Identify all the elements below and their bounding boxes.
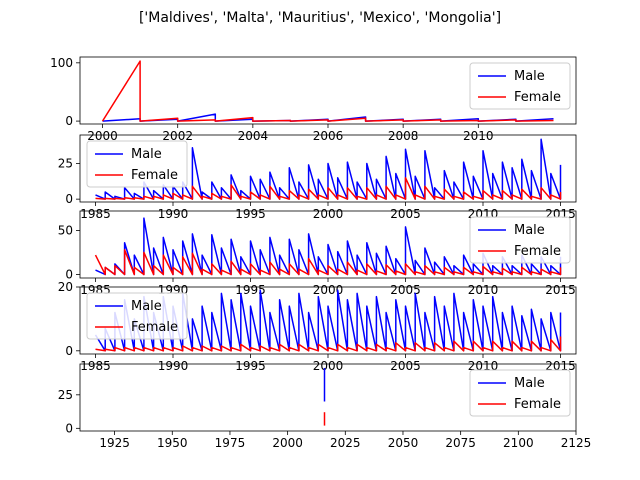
y-tick-label: 25 — [58, 157, 73, 171]
x-tick-label: 2075 — [445, 436, 476, 450]
x-tick-label: 2010 — [468, 283, 499, 297]
y-tick-label: 0 — [65, 421, 73, 435]
legend-label-male: Male — [131, 299, 162, 314]
x-tick-label: 2006 — [313, 129, 344, 143]
x-tick-label: 2010 — [463, 129, 494, 143]
x-tick-label: 1995 — [235, 207, 266, 221]
x-tick-label: 2002 — [162, 129, 193, 143]
x-tick-label: 1950 — [157, 436, 188, 450]
legend-label-male: Male — [131, 147, 162, 162]
axes-frame — [79, 363, 577, 432]
x-tick-label: 1925 — [99, 436, 130, 450]
series-line-female — [94, 249, 562, 276]
legend-label-female: Female — [131, 320, 178, 335]
series-line-female — [101, 60, 554, 122]
x-tick-label: 2008 — [388, 129, 419, 143]
x-tick-label: 1985 — [80, 359, 111, 373]
y-tick-label: 0 — [65, 267, 73, 281]
legend: Male Female — [469, 62, 571, 110]
x-tick-label: 2005 — [390, 207, 421, 221]
x-tick-label: 2050 — [388, 436, 419, 450]
legend: Male Female — [469, 369, 571, 417]
legend-label-male: Male — [514, 376, 545, 391]
x-tick-label: 2000 — [87, 129, 118, 143]
x-tick-label: 1990 — [158, 359, 189, 373]
x-tick-label: 2000 — [272, 436, 303, 450]
x-tick-label: 2015 — [545, 283, 576, 297]
legend: Male Female — [86, 140, 188, 188]
axes-panel-1: 2000 2002 2004 2006 2008 2010 0 100 Male Female — [50, 56, 577, 143]
legend-label-male: Male — [514, 69, 545, 84]
series-line-female — [95, 336, 562, 352]
x-tick-label: 2005 — [390, 283, 421, 297]
axes-panel-3: 1985 1990 1995 2000 2005 2010 2015 0 50 Male Femal… — [58, 210, 577, 297]
axes-panel-2: 1985 1990 1995 2000 2005 2010 2015025MaleFemal… — [58, 134, 577, 221]
series-line-female — [95, 177, 562, 200]
x-tick-label: 1990 — [158, 207, 189, 221]
x-tick-label: 1985 — [80, 207, 111, 221]
x-tick-label: 2100 — [503, 436, 534, 450]
x-tick-label: 2000 — [313, 283, 344, 297]
y-tick-label: 100 — [50, 56, 73, 70]
y-tick-label: 0 — [65, 114, 73, 128]
legend-label-female: Female — [131, 168, 178, 183]
legend-label-male: Male — [514, 223, 545, 238]
y-tick-label: 20 — [58, 280, 73, 294]
axes-panel-5: 1925 1950 1975 2000 2025 2050 2075 2100 2125 0 25 M… — [58, 363, 592, 450]
x-tick-label: 2000 — [313, 359, 344, 373]
x-tick-label: 1995 — [235, 283, 266, 297]
legend: Male Female — [86, 292, 188, 340]
y-tick-label: 50 — [58, 223, 73, 237]
legend: Male Female — [469, 216, 571, 264]
x-tick-label: 1995 — [235, 359, 266, 373]
x-tick-label: 2005 — [390, 359, 421, 373]
x-tick-label: 2000 — [313, 207, 344, 221]
figure-title: ['Maldives', 'Malta', 'Mauritius', 'Mexi… — [139, 10, 501, 26]
legend-label-female: Female — [514, 244, 561, 259]
axes-panel-4: 1985 1990 1995 2000 2005 2010 2015 0 20 Male Femal… — [58, 280, 577, 373]
x-tick-label: 2004 — [238, 129, 269, 143]
x-tick-label: 2025 — [330, 436, 361, 450]
y-tick-label: 0 — [65, 192, 73, 206]
legend-label-female: Female — [514, 90, 561, 105]
x-tick-label: 1975 — [215, 436, 246, 450]
x-tick-label: 2125 — [561, 436, 592, 450]
y-tick-label: 0 — [65, 344, 73, 358]
legend-label-female: Female — [514, 397, 561, 412]
y-tick-label: 25 — [58, 388, 73, 402]
